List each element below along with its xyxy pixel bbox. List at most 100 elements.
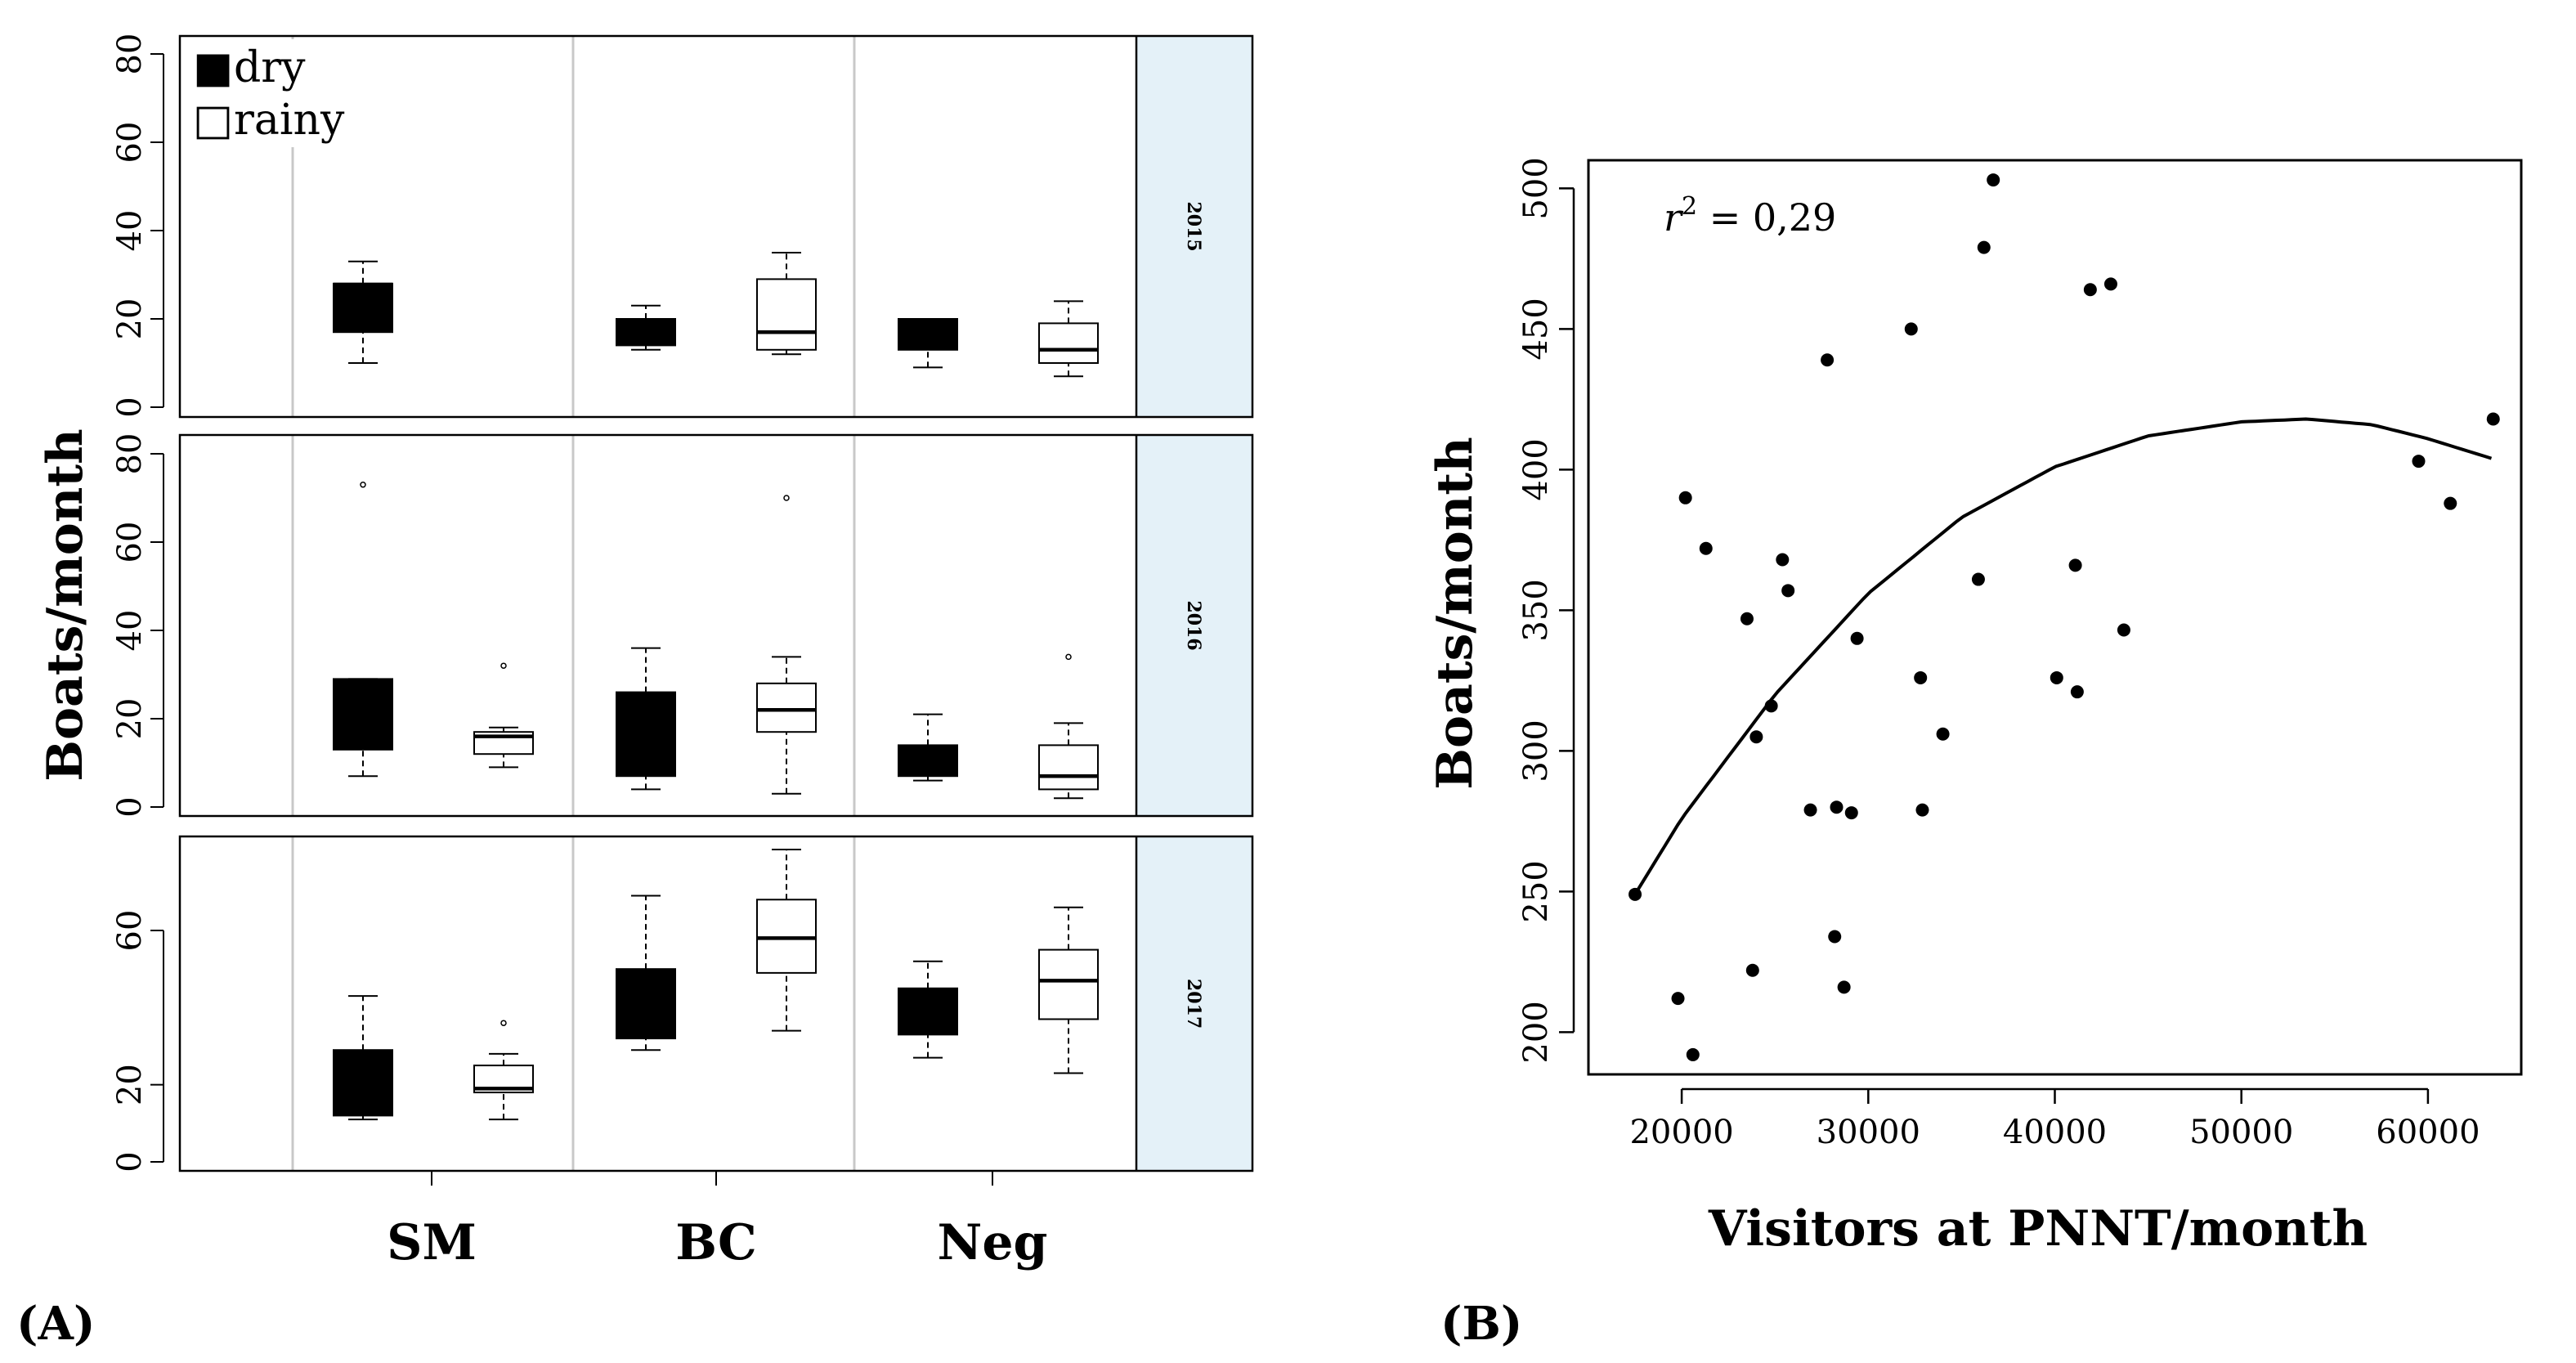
y-tick-label: 0 [111,1151,149,1172]
x-group-label-bc: BC [675,1214,757,1271]
y-tick-label: 500 [1517,157,1555,219]
panel-b-scatter: 20000 30000 40000 50000 60000 200 250 300 350 400… [1427,157,2523,1351]
panel-b-y-axis-title: Boats/month [1427,437,1484,789]
scatter-point [1828,930,1842,944]
plot-frame [1587,159,2523,1076]
panel-label-b: (B) [1440,1297,1522,1351]
box-sm-dry [333,482,393,778]
x-group-label-neg: Neg [938,1214,1048,1271]
scatter-point [1850,631,1864,645]
legend-symbol-rainy: □ [193,96,233,145]
y-tick-label: 20 [111,298,149,340]
box-bc-dry [616,894,676,1051]
y-tick-label: 0 [111,796,149,817]
outlier-point [500,1020,507,1026]
legend-label-rainy: rainy [234,96,345,145]
y-tick-label: 450 [1517,298,1555,360]
y-tick-label: 60 [111,910,149,952]
box-body [756,899,817,974]
scatter-point [2412,455,2426,469]
y-tick-label: 300 [1517,720,1555,782]
outlier-point [1065,653,1072,661]
box-bc-dry [616,647,676,791]
scatter-point [2050,670,2063,684]
facet-2017: 2017 0 20 60 [111,835,1254,1186]
r-symbol: r [1664,195,1684,240]
y-tick-label: 350 [1517,579,1555,641]
scatter-point [1971,572,1985,586]
box-body [756,682,817,733]
scatter-point [1987,173,2000,187]
scatter-point [1686,1047,1700,1061]
legend-background [184,39,356,147]
box-neg-dry [898,713,958,782]
x-tick-label: 60000 [2376,1114,2480,1151]
scatter-point [1776,553,1790,567]
box-bc-rainy [756,495,817,795]
y-tick-label: 80 [111,433,149,475]
y-tick-label: 400 [1517,438,1555,500]
quadratic-fit-curve [1633,417,2493,895]
box-body [616,968,676,1040]
box-sm-rainy [473,1020,534,1121]
box-sm-dry [333,260,393,364]
y-tick-label: 0 [111,397,149,417]
scatter-point [2444,496,2457,510]
box-body [616,691,676,778]
box-sm-rainy [473,662,534,769]
facet-2016: 2016 0 20 40 60 80 [111,433,1254,818]
scatter-point [1914,670,1928,684]
outlier-point [783,495,790,501]
outlier-point [360,482,366,488]
box-body [333,282,393,334]
y-tick-label: 40 [111,610,149,652]
scatter-point [2117,623,2130,637]
box-body [333,1049,393,1117]
panel-label-a: (A) [16,1297,95,1351]
scatter-point [2103,277,2117,291]
y-tick-label: 60 [111,522,149,563]
box-bc-rainy [756,848,817,1032]
box-sm-dry [333,995,393,1121]
scatter-point [1830,800,1844,814]
facet-label-2016: 2016 [1183,600,1204,650]
legend-label-dry: dry [234,43,306,92]
scatter-point [1936,727,1950,741]
scatter-point [1844,806,1858,820]
y-tick-label: 60 [111,122,149,164]
panel-b-x-axis-title: Visitors at PNNT/month [1708,1200,2368,1258]
panel-b-axes: 20000 30000 40000 50000 60000 200 250 300 350 400… [1517,157,2480,1151]
r-squared-annotation: r2 = 0,29 [1664,192,1836,240]
x-tick-label: 30000 [1817,1114,1920,1151]
scatter-point [1740,612,1754,625]
y-tick-label: 20 [111,698,149,740]
scatter-point [2083,283,2097,297]
scatter-point [2068,558,2082,572]
facet-frame [178,433,1254,818]
box-neg-rainy [1038,653,1099,800]
scatter-point [1671,992,1685,1006]
facet-label-2017: 2017 [1183,979,1204,1029]
scatter-point [1977,240,1991,254]
scatter-point [1837,980,1851,994]
y-tick-label: 40 [111,210,149,252]
scatter-point [2486,412,2500,426]
scatter-point [1803,803,1817,817]
y-tick-label: 200 [1517,1001,1555,1063]
box-neg-dry [898,318,958,369]
scatter-point [1745,963,1759,977]
scatter-point [1699,541,1713,555]
facet-strip [1136,36,1252,417]
box-neg-rainy [1038,300,1099,378]
facet-2015: 2015 0 20 40 60 80 [111,34,1254,419]
scatter-point [1749,730,1763,744]
box-body [898,987,958,1036]
facet-label-2015: 2015 [1183,201,1204,251]
facet-frame [178,34,1254,419]
facet-strip [1136,836,1252,1171]
box-body [333,678,393,751]
facet-strip [1136,435,1252,816]
scatter-point [1628,887,1642,901]
